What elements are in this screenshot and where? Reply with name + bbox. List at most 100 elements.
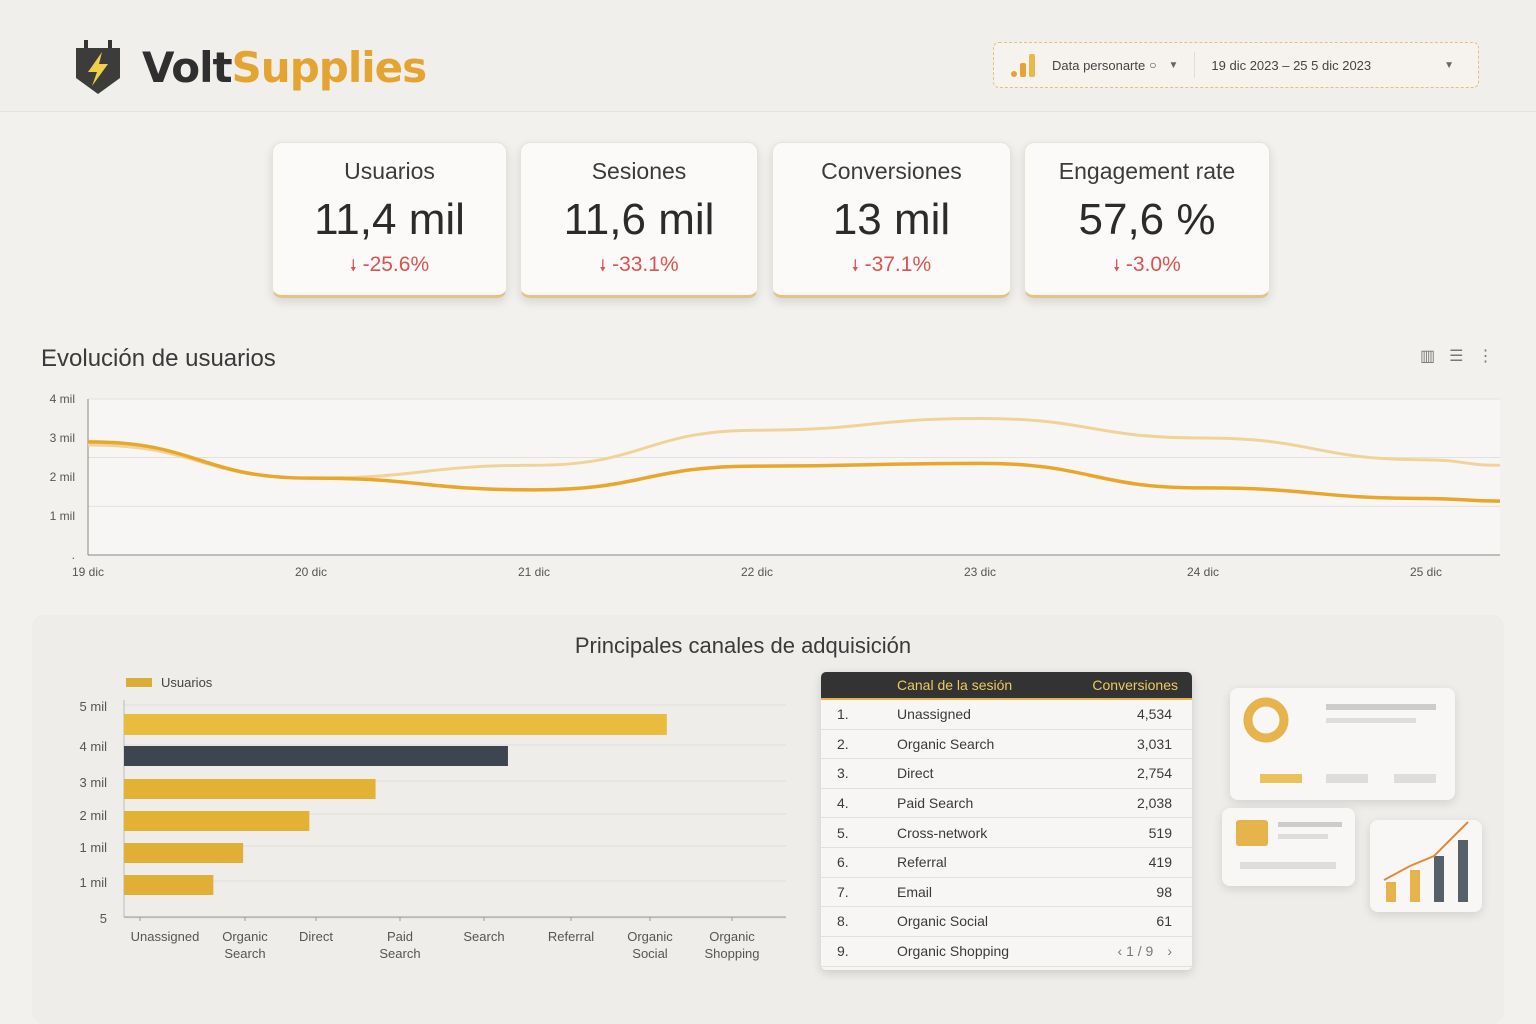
y-tick-label: 4 mil — [80, 739, 108, 754]
kpi-value: 11,4 mil — [314, 195, 465, 244]
list-icon — [1236, 820, 1342, 869]
row-conversions: 61 — [1156, 913, 1172, 930]
radio-icon: ○ — [1149, 58, 1157, 72]
x-tick-label: 25 dic — [1410, 565, 1442, 579]
y-tick-label: 1 mil — [80, 875, 108, 890]
arrow-down-icon: 🠗 — [349, 258, 357, 275]
table-row[interactable]: 1. Unassigned 4,534 — [821, 700, 1192, 730]
divider — [1194, 52, 1196, 78]
x-tick-label: Paid Search — [379, 929, 420, 961]
y-tick-label: 5 — [100, 911, 107, 926]
bar — [124, 746, 508, 766]
chevron-down-icon[interactable]: ▼ — [1444, 59, 1454, 71]
row-number: 5. — [837, 824, 849, 841]
table-row[interactable]: 6. Referral 419 — [821, 848, 1192, 878]
table-row[interactable]: 5. Cross-network 519 — [821, 818, 1192, 848]
kpi-delta: -33.1% — [612, 253, 679, 276]
row-channel: Paid Search — [897, 795, 974, 812]
y-tick-label: 1 mil — [80, 840, 108, 855]
x-tick-label: 22 dic — [741, 565, 773, 579]
decorative-chart-card — [1370, 820, 1482, 912]
bar-chart-icon — [1011, 54, 1035, 77]
y-tick-label: 1 mil — [50, 509, 75, 523]
row-channel: Organic Search — [897, 735, 995, 752]
x-tick-label: 19 dic — [72, 565, 104, 579]
table-header: Canal de la sesión Conversiones — [821, 672, 1192, 700]
bar — [124, 779, 376, 799]
filter-icon[interactable]: ☰ — [1449, 348, 1464, 365]
chart-export-icon[interactable]: ▥ — [1420, 348, 1436, 365]
legend-swatch — [126, 678, 152, 687]
bar — [124, 843, 244, 863]
decorative-list-card — [1222, 808, 1355, 886]
x-tick-label: Referral — [548, 929, 594, 944]
arrow-down-icon: 🠗 — [851, 258, 859, 275]
kpi-delta: -3.0% — [1125, 253, 1181, 276]
x-tick-label: 20 dic — [295, 565, 327, 579]
row-conversions: 419 — [1148, 854, 1172, 871]
x-tick-label: Organic Shopping — [705, 929, 760, 961]
row-number: 8. — [837, 913, 849, 930]
row-number: 6. — [837, 854, 849, 871]
y-tick-label: 2 mil — [80, 808, 108, 823]
table-row[interactable]: 2. Organic Search 3,031 — [821, 730, 1192, 760]
row-number: 3. — [837, 765, 849, 782]
kpi-value: 11,6 mil — [563, 195, 715, 244]
y-tick-label: 3 mil — [80, 775, 108, 790]
decorative-dashboard-card — [1230, 688, 1455, 800]
arrow-down-icon: 🠗 — [599, 258, 607, 275]
header: VoltSupplies Data personarte ○ ▼ 19 dic … — [0, 0, 1536, 112]
x-tick-label: 24 dic — [1187, 565, 1219, 579]
channels-table: Canal de la sesión Conversiones 1. Unassi… — [821, 672, 1192, 970]
kpi-card-engagement: Engagement rate 57,6 % 🠗 -3.0% — [1024, 142, 1270, 298]
row-channel: Cross-network — [897, 824, 988, 841]
prev-page-button[interactable]: ‹ — [1117, 943, 1127, 960]
logo: VoltSupplies — [72, 38, 427, 96]
y-tick-label: 5 mil — [80, 699, 108, 714]
header-canal[interactable]: Canal de la sesión — [897, 677, 1013, 693]
row-number: 4. — [837, 795, 849, 812]
x-tick-label: 23 dic — [964, 565, 996, 579]
y-tick-label: 4 mil — [50, 392, 75, 406]
row-conversions: 2,038 — [1136, 795, 1172, 812]
kpi-card-conversiones: Conversiones 13 mil 🠗 -37.1% — [772, 142, 1011, 298]
preset-select[interactable]: Data personarte — [1052, 57, 1146, 73]
kpi-delta: -25.6% — [362, 253, 430, 276]
arrow-down-icon: 🠗 — [1113, 258, 1121, 275]
row-channel: Unassigned — [897, 706, 971, 723]
row-number: 1. — [837, 706, 849, 723]
row-conversions: 2,754 — [1136, 765, 1172, 782]
table-row[interactable]: 4. Paid Search 2,038 — [821, 789, 1192, 819]
bar — [124, 875, 214, 895]
bar-chart: Usuarios 5 mil 4 mil 3 mil 2 mil 1 mil 1 mil 5 U… — [80, 675, 786, 961]
kpi-card-sesiones: Sesiones 11,6 mil 🠗 -33.1% — [520, 142, 758, 298]
legend-label: Usuarios — [161, 675, 213, 690]
more-vert-icon[interactable]: ⋮ — [1477, 348, 1494, 365]
row-channel: Organic Social — [897, 913, 989, 930]
row-number: 7. — [837, 883, 849, 900]
date-range-select[interactable]: 19 dic 2023 – 25 5 dic 2023 — [1211, 57, 1372, 73]
pagination: ‹ 1 / 9 › — [1082, 943, 1192, 959]
x-tick-label: Unassigned — [131, 929, 200, 944]
donut-chart-icon — [1243, 697, 1436, 783]
y-tick-label: . — [72, 548, 75, 562]
kpi-title: Conversiones — [821, 158, 962, 184]
lightning-shield-icon — [76, 40, 120, 94]
kpi-value: 13 mil — [832, 195, 951, 244]
series-line — [87, 440, 1501, 503]
page-indicator: 1 / 9 — [1126, 943, 1154, 960]
row-conversions: 3,031 — [1136, 735, 1172, 752]
next-page-button[interactable]: › — [1167, 943, 1172, 960]
table-row[interactable]: 8. Organic Social 61 — [821, 907, 1192, 937]
table-row[interactable]: 7. Email 98 — [821, 878, 1192, 908]
x-tick-label: 21 dic — [518, 565, 550, 579]
x-tick-label: Direct — [299, 929, 333, 944]
table-row[interactable]: 3. Direct 2,754 — [821, 759, 1192, 789]
x-tick-label: Organic Social — [627, 929, 673, 961]
row-number: 9. — [837, 943, 849, 960]
date-filter[interactable]: Data personarte ○ ▼ 19 dic 2023 – 25 5 d… — [993, 42, 1479, 88]
table-row[interactable]: 9. Organic Shopping ‹ 1 / 9 › — [821, 937, 1192, 967]
row-channel: Email — [897, 883, 933, 900]
chevron-down-icon[interactable]: ▼ — [1168, 59, 1179, 71]
header-conversiones[interactable]: Conversiones — [1092, 677, 1178, 693]
